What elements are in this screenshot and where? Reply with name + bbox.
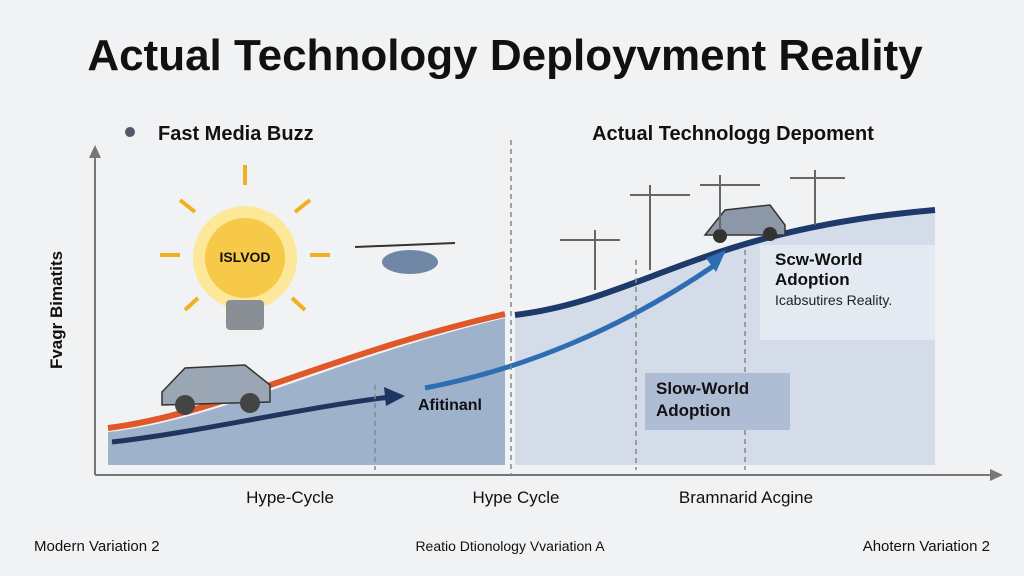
- box-text: Icabsutires Reality.: [775, 292, 893, 308]
- arrow-head: [706, 250, 726, 272]
- crane-icons: [560, 170, 845, 290]
- footer-center: Reatio Dtionology Vvariation A: [415, 538, 605, 554]
- adoption-curve: [514, 207, 936, 318]
- trend-arrow: [111, 394, 391, 445]
- light-bulb: ISLVOD: [160, 165, 330, 330]
- info-box: Slow-World Adoption: [645, 373, 790, 430]
- helicopter-icon: [354, 242, 456, 274]
- axis-arrow: [89, 145, 101, 158]
- car-icon: [161, 364, 271, 415]
- box-title: Slow-World Adoption: [656, 379, 750, 420]
- dividers: [374, 140, 746, 475]
- right-heading: Actual Technologg Depoment: [592, 123, 874, 145]
- title: Actual Technology Deployvment Reality: [87, 31, 923, 80]
- curve-label: Afitinanl: [418, 397, 482, 414]
- footer-right: Ahotern Variation 2: [863, 538, 990, 555]
- bulb-label: ISLVOD: [219, 249, 270, 265]
- box-title: Scw-World Adoption: [775, 250, 863, 289]
- x-label: Hype-Cycle: [246, 488, 334, 507]
- car-icon: [703, 204, 786, 243]
- footer-left: Modern Variation 2: [34, 538, 160, 555]
- axis-arrow: [990, 469, 1003, 481]
- x-label: Hype Cycle: [473, 488, 560, 507]
- x-label: Bramnarid Acgine: [679, 488, 813, 507]
- arrow-head: [384, 387, 405, 406]
- bullet-icon: [125, 127, 135, 137]
- hype-curve: [107, 311, 506, 431]
- y-axis-label: Fvagr Bimatits: [47, 251, 66, 369]
- left-heading: Fast Media Buzz: [158, 123, 314, 145]
- info-box: Scw-World Adoption Icabsutires Reality.: [760, 245, 935, 340]
- growth-arrow: [424, 262, 717, 391]
